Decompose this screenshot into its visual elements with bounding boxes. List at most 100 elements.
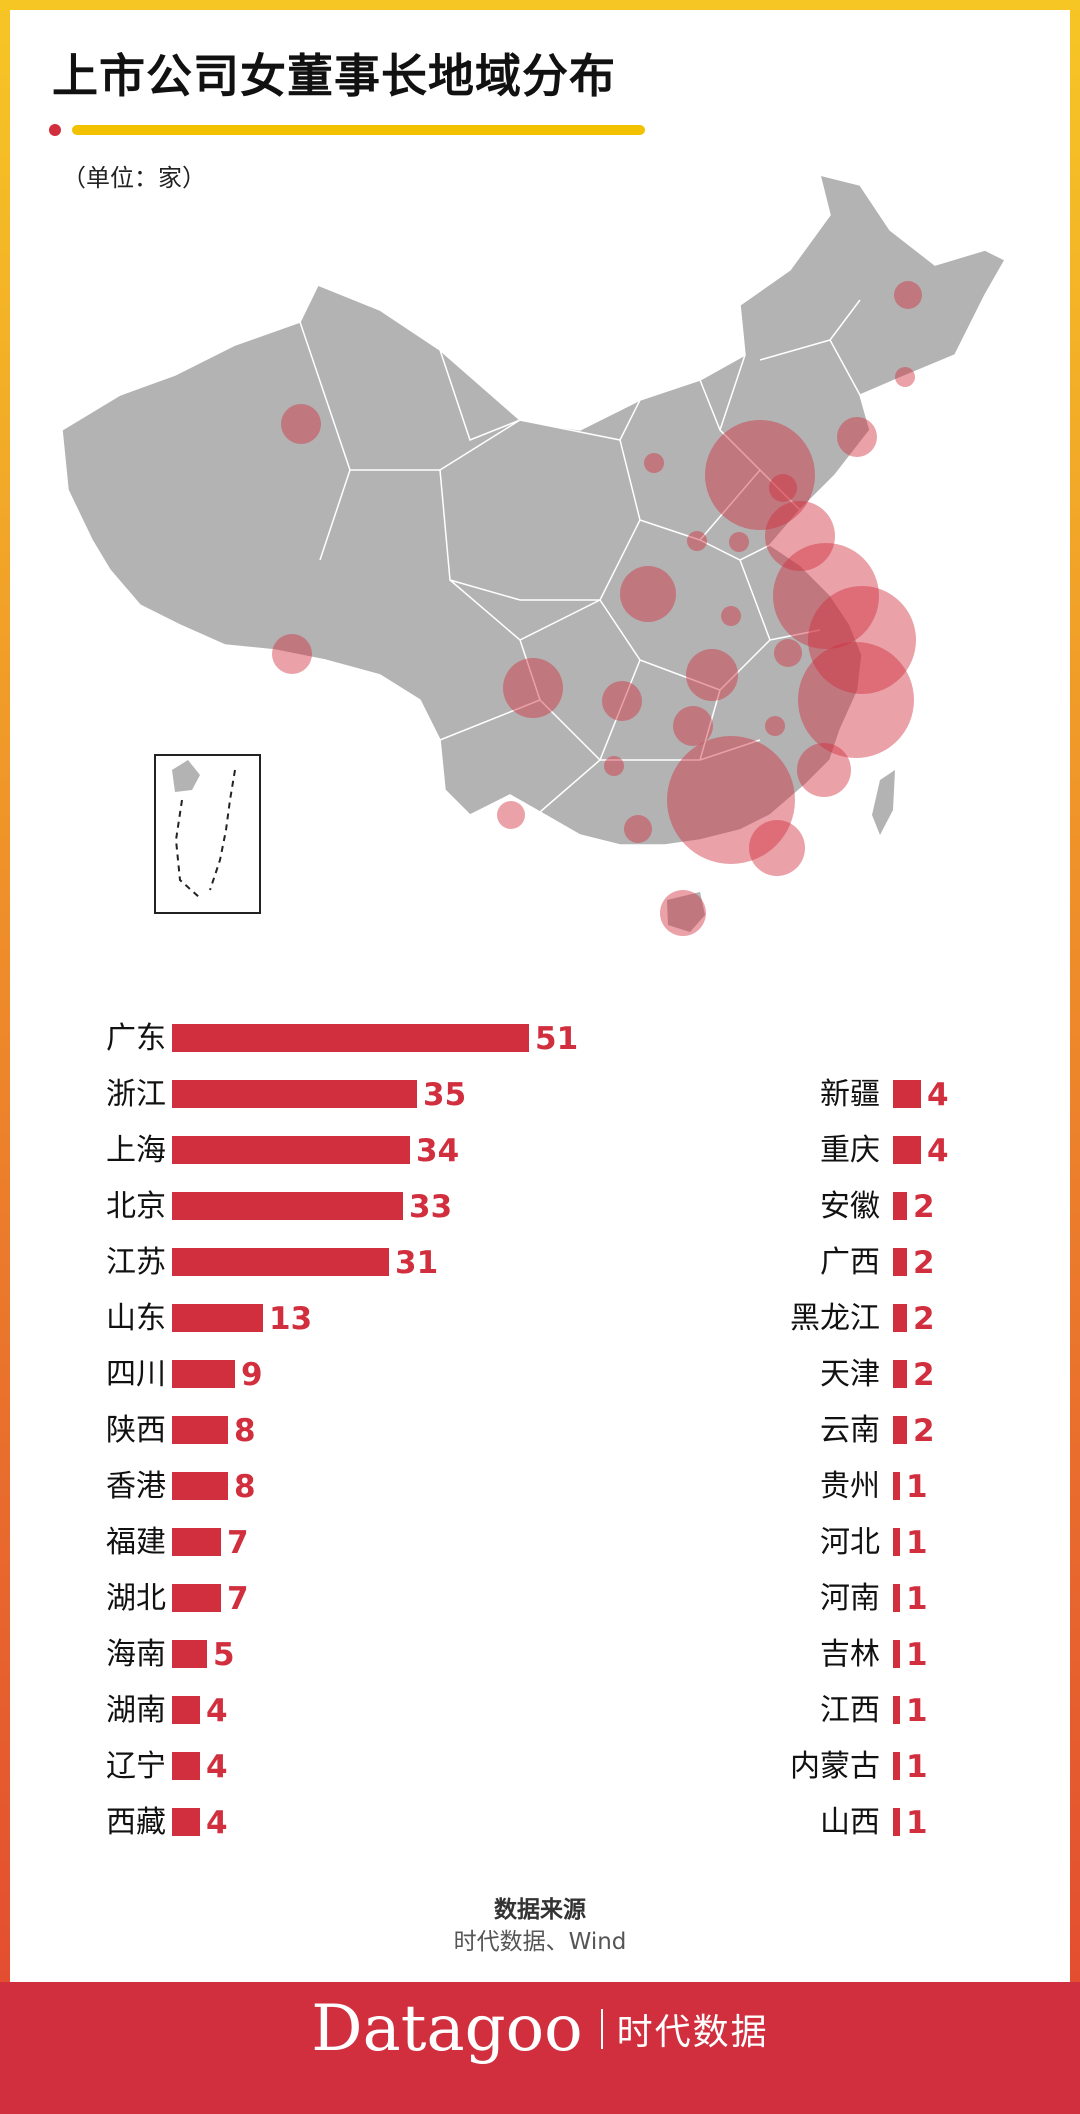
bar [893,1248,907,1276]
chart-title: 上市公司女董事长地域分布 [52,49,616,103]
value-label: 2 [913,1301,935,1337]
category-label: 山东 [106,1301,166,1336]
footer-banner [0,1982,1080,2114]
bar [172,1080,417,1108]
value-label: 8 [234,1413,256,1449]
value-label: 7 [227,1581,249,1617]
value-label: 35 [423,1077,466,1113]
bar [172,1472,228,1500]
value-label: 13 [269,1301,312,1337]
value-label: 4 [927,1077,949,1113]
category-label: 海南 [106,1637,166,1672]
bar [172,1808,200,1836]
source-title: 数据来源 [494,1897,586,1923]
category-label: 天津 [820,1357,880,1392]
hainan-island [667,892,705,932]
inset-box [154,754,261,914]
category-label: 湖南 [106,1693,166,1728]
category-label: 河北 [820,1525,880,1560]
bar [172,1416,228,1444]
category-label: 福建 [106,1525,166,1560]
value-label: 51 [535,1021,578,1057]
category-label: 广东 [106,1021,166,1056]
value-label: 1 [906,1637,928,1673]
category-label: 安徽 [820,1189,880,1224]
category-label: 西藏 [106,1805,166,1840]
unit-label: （单位：家） [62,164,206,192]
map-landmass [61,173,1007,932]
value-label: 2 [913,1189,935,1225]
value-label: 4 [927,1133,949,1169]
category-label: 河南 [820,1581,880,1616]
bar [893,1080,921,1108]
value-label: 1 [906,1805,928,1841]
category-label: 香港 [106,1469,166,1504]
bar [172,1360,235,1388]
bar [893,1360,907,1388]
source-body: 时代数据、Wind [453,1929,627,1955]
category-label: 吉林 [820,1637,880,1672]
china-map [61,173,1007,936]
value-label: 1 [906,1469,928,1505]
bar [172,1024,529,1052]
category-label: 贵州 [820,1469,880,1504]
value-label: 9 [241,1357,263,1393]
bar [172,1584,221,1612]
category-label: 上海 [106,1133,166,1168]
value-label: 4 [206,1693,228,1729]
category-label: 辽宁 [106,1749,166,1784]
bar [172,1528,221,1556]
category-label: 黑龙江 [790,1301,880,1336]
brand-logo: Datagoo 时代数据 [0,1992,1080,2066]
category-label: 江西 [820,1693,880,1728]
bar [172,1248,389,1276]
title-underline [72,125,645,135]
bar [893,1192,907,1220]
bar [893,1808,900,1836]
value-label: 2 [913,1357,935,1393]
bar [893,1752,900,1780]
value-label: 1 [906,1693,928,1729]
category-label: 重庆 [820,1133,880,1168]
bar [172,1752,200,1780]
value-label: 8 [234,1469,256,1505]
bar [893,1584,900,1612]
value-label: 33 [409,1189,452,1225]
value-label: 34 [416,1133,459,1169]
category-label: 新疆 [820,1077,880,1112]
bar [172,1192,403,1220]
value-label: 2 [913,1413,935,1449]
category-label: 北京 [106,1189,166,1224]
value-label: 2 [913,1245,935,1281]
value-label: 5 [213,1637,235,1673]
brand-main: Datagoo [311,1992,583,2066]
bar [172,1304,263,1332]
category-label: 山西 [820,1805,880,1840]
bar [893,1416,907,1444]
category-label: 浙江 [106,1077,166,1112]
bar [172,1696,200,1724]
category-label: 四川 [106,1357,166,1392]
bar [893,1640,900,1668]
value-label: 4 [206,1749,228,1785]
brand-sub: 时代数据 [616,2012,769,2053]
value-label: 1 [906,1749,928,1785]
brand-divider [600,2009,603,2049]
title-accent-dot [49,124,61,136]
category-label: 陕西 [106,1413,166,1448]
category-label: 江苏 [106,1245,166,1280]
value-label: 4 [206,1805,228,1841]
bar [893,1136,921,1164]
category-label: 湖北 [106,1581,166,1616]
value-label: 1 [906,1525,928,1561]
category-label: 云南 [820,1413,880,1448]
value-label: 7 [227,1525,249,1561]
bar [893,1304,907,1332]
bar [893,1696,900,1724]
bubbles [272,281,922,936]
bar [172,1136,410,1164]
taiwan-island [872,770,895,835]
bar [893,1528,900,1556]
bar [172,1640,207,1668]
